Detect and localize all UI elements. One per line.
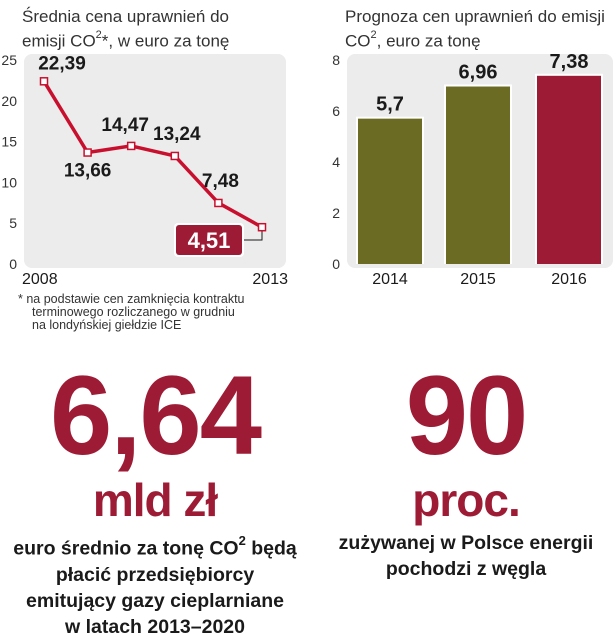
footnote: * na podstawie cen zamknięcia kontraktu … [18, 293, 308, 332]
line-chart-title: Średnia cena uprawnień do emisji CO2*, w… [22, 6, 302, 52]
bar-chart-title: Prognoza cen uprawnień do emisji CO2, eu… [345, 6, 615, 52]
line-chart-point [83, 148, 92, 157]
stat-right-number: 90 [405, 353, 529, 478]
bar-chart-y-tick: 8 [332, 52, 340, 68]
line-chart-y-tick: 10 [1, 174, 17, 190]
line-chart-data-label: 14,47 [101, 115, 149, 136]
bar-chart-x-tick: 2015 [460, 271, 496, 288]
footnote-line-1: * na podstawie cen zamknięcia kontraktu [18, 292, 245, 306]
line-chart-point [214, 198, 223, 208]
bar-chart-title-line1: Prognoza cen uprawnień do emisji [345, 7, 605, 26]
line-chart-point [257, 222, 267, 232]
bar-chart-y-tick: 4 [332, 154, 340, 170]
line-chart-series-line [42, 80, 263, 229]
bar [537, 75, 601, 264]
stat-left-unit: mld zł [92, 474, 218, 526]
footnote-line-3: na londyńskiej giełdzie ICE [32, 318, 182, 332]
bar-chart-x-tick: 2014 [372, 271, 408, 288]
line-chart-title-line1: Średnia cena uprawnień do [22, 7, 229, 26]
line-chart-highlight-connector [242, 231, 263, 241]
line-chart-y-tick: 0 [9, 256, 17, 272]
bar-chart-title-line2: CO2, euro za tonę [345, 29, 481, 51]
line-chart-point [39, 77, 49, 86]
stat-left-caption-line4: w latach 2013–2020 [65, 615, 245, 638]
footnote-line-2: terminowego rozliczanego w grudniu [32, 305, 235, 319]
stat-right-unit: proc. [412, 474, 520, 526]
line-chart-y-tick: 20 [1, 93, 17, 109]
line-chart-data-label: 13,24 [153, 124, 201, 145]
line-chart-y-tick: 15 [1, 134, 17, 150]
line-chart-data-label: 22,39 [38, 53, 86, 74]
stat-left-caption-line3: emitujący gazy cieplarniane [26, 589, 284, 612]
bar-data-label: 7,38 [550, 51, 589, 73]
stat-left-caption-line1: euro średnio za tonę CO2 będą [13, 533, 297, 560]
bar-chart: 0 2 4 6 8 5,7 6,96 7,38 2014 2015 2016 [332, 51, 613, 288]
stat-left-caption: euro średnio za tonę CO2 będą płacić prz… [0, 530, 310, 640]
line-chart-highlight-box [176, 225, 242, 255]
stat-left-number: 6,64 [50, 353, 262, 478]
stat-right-caption: zużywanej w Polsce energii pochodzi z wę… [316, 530, 616, 582]
bar-data-label: 5,7 [376, 94, 404, 116]
bar-chart-x-tick: 2016 [551, 271, 587, 288]
line-chart: 0 5 10 15 20 25 2008 2013 22,39 13,66 14,47 13,24… [1, 52, 288, 288]
bar-chart-y-tick: 6 [332, 103, 340, 119]
stat-right-caption-line1: zużywanej w Polsce energii [338, 532, 594, 554]
stat-right-caption-line2: pochodzi z węgla [385, 558, 547, 580]
bar-data-label: 6,96 [459, 62, 498, 84]
line-chart-highlight-label: 4,51 [188, 228, 231, 253]
line-chart-data-label: 7,48 [202, 171, 239, 192]
line-chart-y-tick: 25 [1, 52, 17, 68]
line-chart-point [170, 151, 180, 161]
line-chart-data-label: 13,66 [64, 161, 112, 182]
bar [358, 118, 422, 265]
bar [446, 86, 510, 264]
line-chart-y-tick: 5 [9, 215, 17, 231]
bar-chart-y-tick: 0 [332, 256, 340, 272]
stat-left-caption-line2: płacić przedsiębiorcy [55, 563, 255, 586]
line-chart-x-tick: 2008 [22, 271, 58, 288]
line-chart-x-tick: 2013 [252, 271, 288, 288]
line-chart-panel [24, 54, 286, 268]
line-chart-point [126, 141, 136, 151]
bar-chart-y-tick: 2 [332, 205, 340, 221]
line-chart-title-line2: emisji CO2*, w euro za tonę [22, 29, 230, 51]
